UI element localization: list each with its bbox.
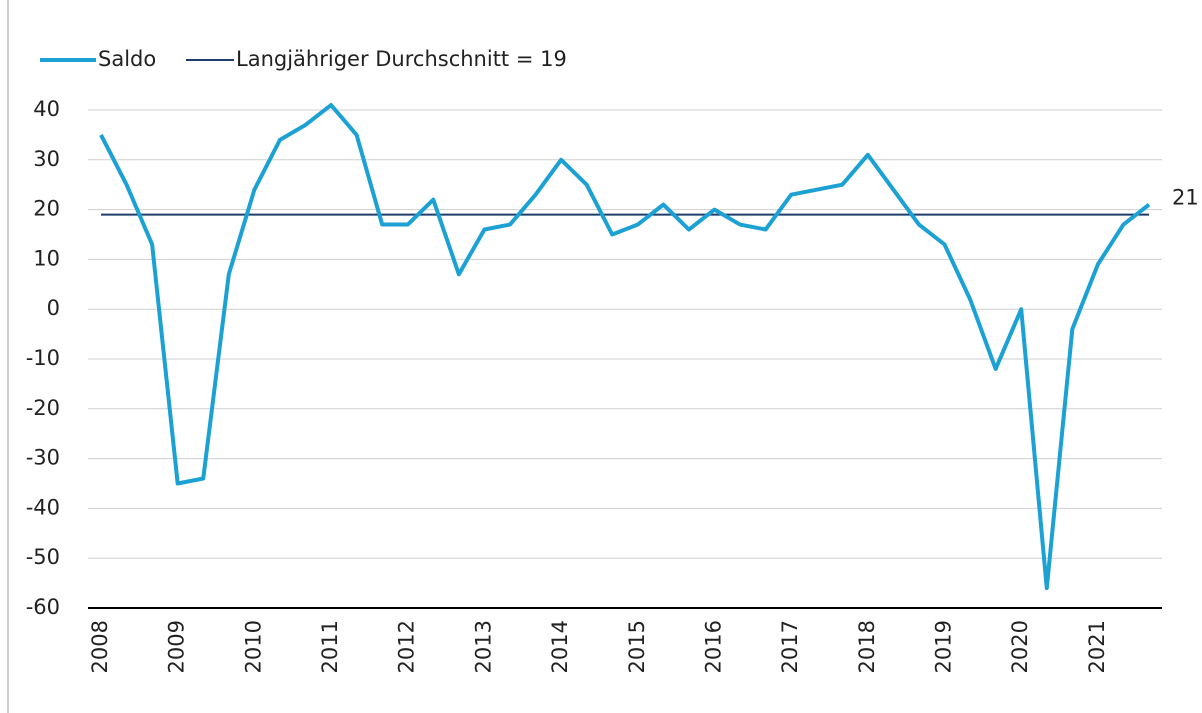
x-tick-label: 2016: [701, 620, 725, 673]
legend-label: Saldo: [98, 47, 156, 71]
y-tick-label: -30: [26, 446, 60, 470]
x-tick-label: 2015: [625, 620, 649, 673]
y-tick-label: -10: [26, 346, 60, 370]
x-tick-label: 2008: [88, 620, 112, 673]
value-label: 21: [1172, 186, 1199, 210]
y-tick-label: 40: [33, 97, 60, 121]
x-tick-label: 2009: [165, 620, 189, 673]
y-tick-label: 0: [47, 296, 60, 320]
x-tick-label: 2011: [318, 620, 342, 673]
x-tick-label: 2018: [855, 620, 879, 673]
x-tick-label: 2010: [241, 620, 265, 673]
series-line: [99, 103, 1151, 591]
x-tick-label: 2017: [778, 620, 802, 673]
x-tick-label: 2021: [1085, 620, 1109, 673]
y-tick-label: -60: [26, 595, 60, 619]
y-tick-label: -20: [26, 396, 60, 420]
y-tick-label: -40: [26, 495, 60, 519]
legend-label: Langjähriger Durchschnitt = 19: [236, 47, 567, 71]
y-tick-label: -50: [26, 545, 60, 569]
x-tick-label: 2020: [1008, 620, 1032, 673]
x-tick-label: 2013: [471, 620, 495, 673]
x-tick-label: 2012: [395, 620, 419, 673]
y-tick-label: 30: [33, 147, 60, 171]
x-tick-label: 2019: [932, 620, 956, 673]
x-tick-label: 2014: [548, 620, 572, 673]
y-tick-label: 20: [33, 197, 60, 221]
y-tick-label: 10: [33, 246, 60, 270]
